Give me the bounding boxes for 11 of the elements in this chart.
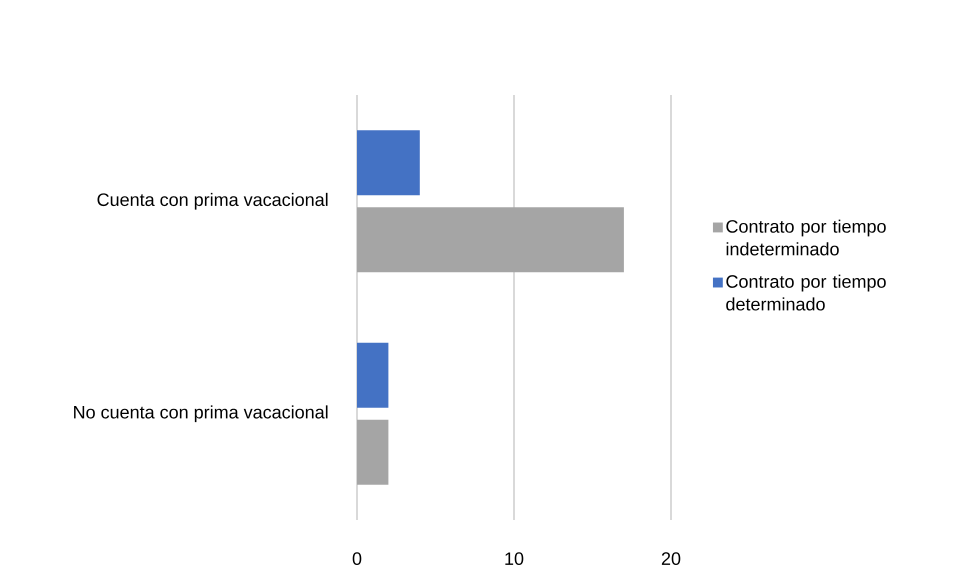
- y-tick-label: No cuenta con prima vacacional: [74, 405, 328, 422]
- x-tick-label: 0: [352, 552, 362, 565]
- bar: [357, 342, 388, 408]
- x-tick-label: 10: [505, 552, 524, 565]
- y-tick-label: Cuenta con prima vacacional: [98, 192, 328, 210]
- bar: [357, 420, 388, 485]
- legend-label: Contrato por tiempo determinado: [726, 274, 886, 311]
- bar: [357, 130, 420, 196]
- bar: [357, 207, 624, 272]
- legend-label: Contrato por tiempo indeterminado: [726, 220, 886, 256]
- x-tick-label: 20: [662, 552, 680, 565]
